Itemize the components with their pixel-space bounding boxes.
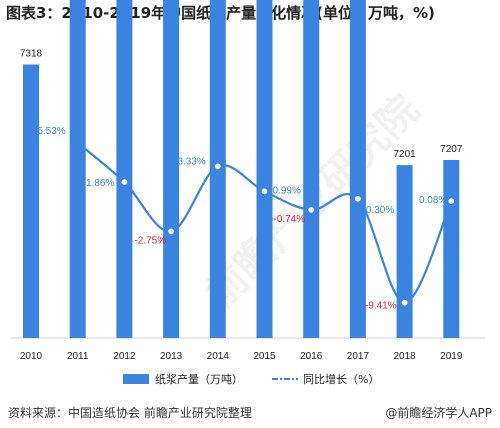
growth-point-2015 xyxy=(260,187,269,196)
growth-point-2017 xyxy=(353,194,363,203)
growth-label-2013: -2.75% xyxy=(134,235,166,246)
growth-label-2012: 1.86% xyxy=(86,178,114,189)
source-note: 资料来源：中国造纸协会 前瞻产业研究院整理 xyxy=(8,406,252,420)
growth-label-2017: 0.30% xyxy=(366,205,394,216)
bar-label-2018: 7201 xyxy=(393,149,416,160)
x-tick-2014: 2014 xyxy=(207,351,230,362)
bar-2013 xyxy=(163,0,180,338)
bar-2016 xyxy=(303,0,320,338)
x-tick-2019: 2019 xyxy=(440,351,463,362)
growth-label-2015: 0.99% xyxy=(273,185,301,196)
growth-label-2016: -0.74% xyxy=(274,214,306,225)
x-tick-2015: 2015 xyxy=(253,351,276,362)
x-tick-2013: 2013 xyxy=(160,351,183,362)
bar-2019 xyxy=(443,159,460,338)
growth-point-2014 xyxy=(213,162,222,171)
growth-point-2013 xyxy=(166,227,176,236)
chart: 7318201077232011786720127651201379062014… xyxy=(10,0,485,386)
growth-label-2011: 5.53% xyxy=(37,126,65,137)
bar-2011 xyxy=(69,0,86,339)
growth-label-2014: 3.33% xyxy=(177,156,205,167)
bar-2017 xyxy=(349,0,366,338)
x-tick-2017: 2017 xyxy=(347,351,370,362)
legend-swatch-bar xyxy=(123,374,149,384)
x-tick-2011: 2011 xyxy=(67,351,89,362)
growth-point-2018 xyxy=(400,298,409,307)
growth-point-2019 xyxy=(447,196,456,206)
brand-credit: @前瞻经济学人APP xyxy=(385,406,492,420)
growth-point-2012 xyxy=(120,177,129,187)
x-tick-2018: 2018 xyxy=(393,351,416,362)
bar-label-2010: 7318 xyxy=(20,49,43,60)
growth-point-2016 xyxy=(307,205,316,215)
growth-label-2018: -9.41% xyxy=(365,301,397,312)
bar-2018 xyxy=(396,165,413,338)
bar-2012 xyxy=(116,0,133,338)
x-tick-2010: 2010 xyxy=(20,351,43,362)
bar-label-2019: 7207 xyxy=(440,144,463,155)
growth-label-2019: 0.08% xyxy=(419,195,447,206)
x-tick-2012: 2012 xyxy=(113,351,136,362)
bar-2010 xyxy=(23,64,39,339)
x-tick-2016: 2016 xyxy=(300,351,323,362)
bar-2015 xyxy=(256,0,273,338)
legend-label-bar: 纸浆产量（万吨） xyxy=(155,372,243,386)
legend-label-line: 同比增长（%） xyxy=(303,372,379,386)
